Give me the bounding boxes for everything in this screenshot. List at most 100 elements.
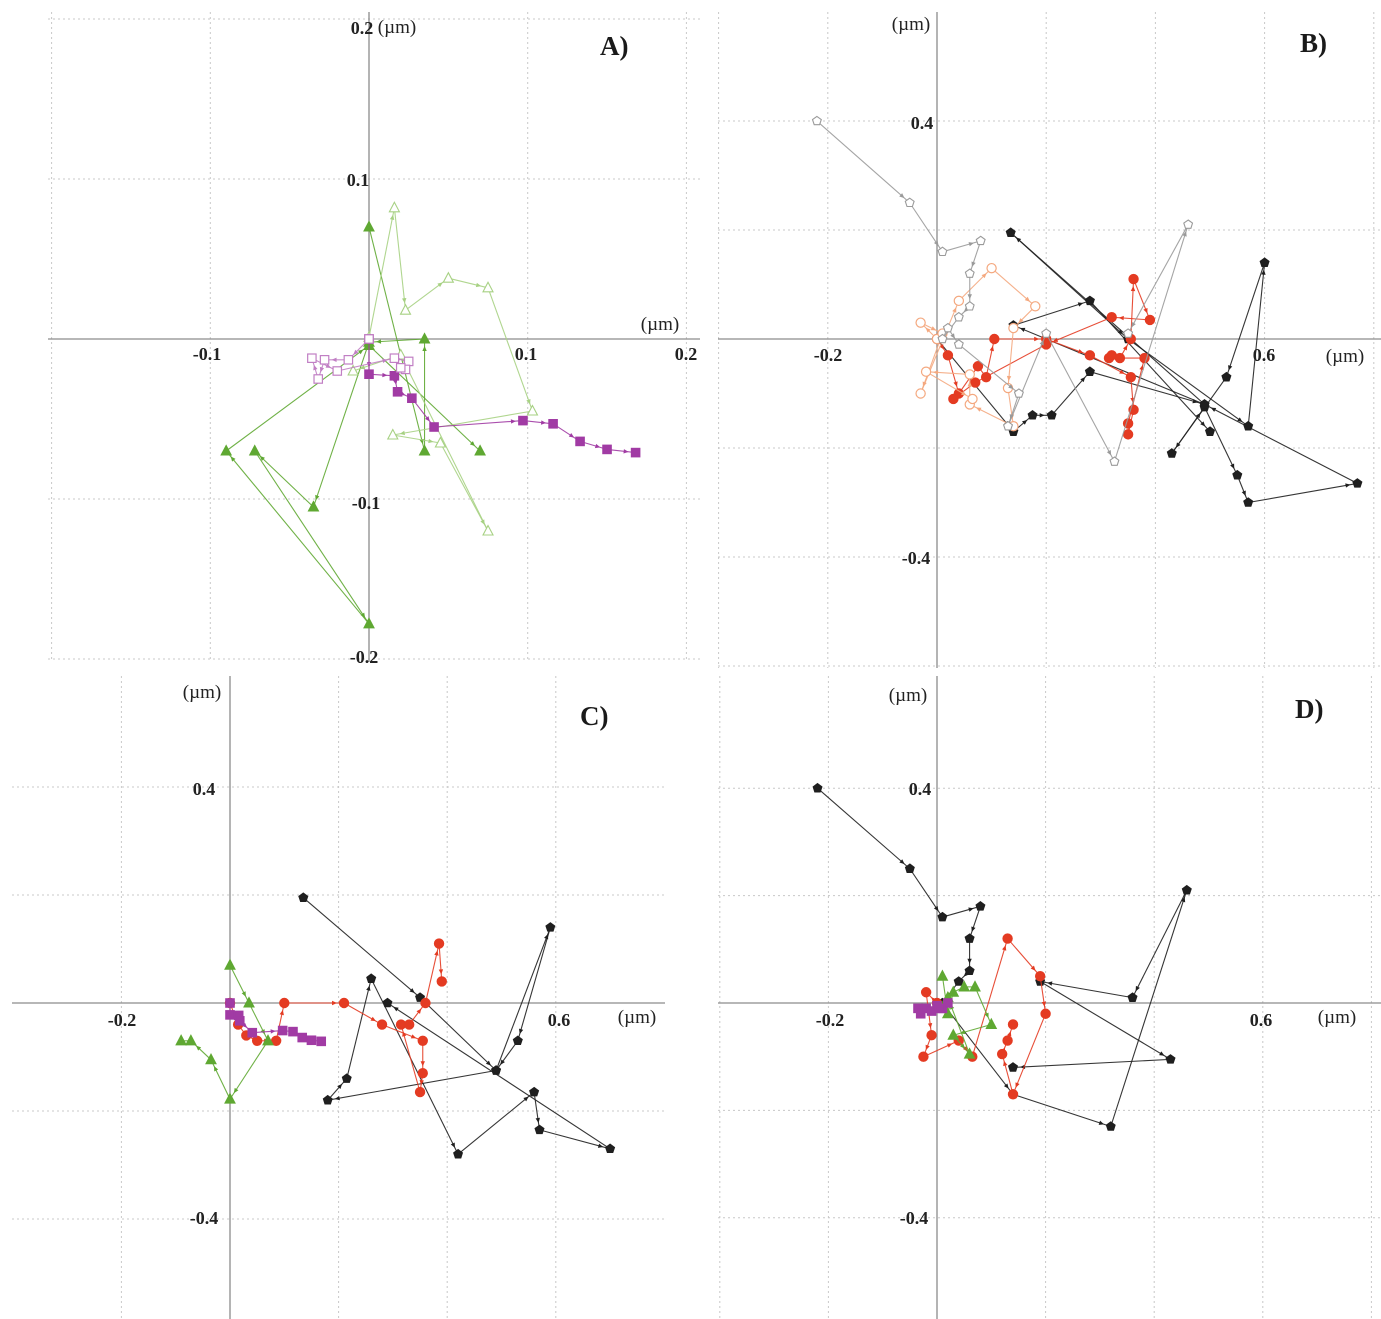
arrowhead [933,240,939,246]
arrowhead [1261,269,1266,275]
data-point [399,303,412,315]
data-point [1232,469,1243,480]
series-segment [1013,300,1091,326]
arrowhead [366,985,371,991]
data-point [942,322,953,333]
grid [48,12,700,662]
data-point [947,1028,960,1040]
series-segment [533,1092,541,1130]
data-point [1114,352,1126,364]
data-point [1105,1121,1116,1131]
data-point [512,1035,523,1046]
arrowhead [899,859,905,865]
x-tick-label: 0.2 [675,344,698,364]
data-point [967,393,978,405]
arrowhead [1041,1001,1047,1007]
data-point [363,220,375,232]
data-point [392,387,403,397]
arrowhead [510,419,516,424]
series-segment [1247,262,1266,427]
data-point [1128,273,1139,285]
arrowhead [1210,407,1217,412]
x-tick-label: 0.1 [515,344,538,364]
arrowhead [1018,318,1024,324]
arrowhead [597,1143,604,1148]
arrowhead [976,407,982,412]
data-point [980,371,992,383]
data-point [307,353,317,363]
series-segment [942,240,981,253]
series-segment [958,267,992,302]
series-segment [343,1002,383,1026]
series-segment [225,450,370,625]
arrowhead [927,1023,933,1029]
arrowhead [1039,340,1044,346]
data-point [1040,1008,1051,1019]
series-segment [368,345,481,452]
series-segment [941,1002,1014,1095]
series-segment [368,226,426,452]
arrowhead [375,339,382,344]
data-point [904,197,915,208]
arrowhead [332,1000,338,1006]
x-axis-unit: (µm) [1326,346,1364,367]
data-point [1183,219,1194,229]
arrowhead [1241,490,1246,497]
data-point [382,997,393,1008]
arrowhead [1135,985,1140,992]
data-point [306,1035,317,1046]
data-point [224,958,236,970]
series-segment [229,964,250,1004]
arrowhead [967,294,972,300]
panel-c: -0.2 0.6 0.4 -0.4 (µm) (µm) C) [12,676,665,1319]
arrowhead [241,991,246,997]
data-point [1041,328,1052,338]
data-point [915,1008,926,1019]
data-point [1109,456,1120,466]
data-point [288,1026,298,1037]
data-point [363,617,375,629]
arrowhead [1122,345,1128,351]
arrowhead [946,1043,953,1048]
data-point [313,374,324,384]
data-point [243,996,255,1008]
data-point [417,1067,428,1079]
data-point [436,976,447,987]
data-point [298,892,309,902]
data-point [225,998,235,1008]
arrowhead [963,307,969,313]
arrowhead [1345,483,1351,488]
data-point [1221,371,1232,382]
data-point [1243,420,1254,431]
arrowhead [1006,375,1012,382]
data-point [1204,426,1216,436]
arrowhead [325,363,332,368]
series-segment [953,1023,992,1036]
data-point [220,444,233,456]
data-point [958,980,971,992]
arrowhead [1098,1120,1105,1125]
arrowhead [925,327,931,333]
series-2 [224,938,447,1098]
data-point [482,524,494,536]
arrowhead [1131,321,1136,328]
data-point [602,444,612,455]
arrowhead [535,1117,540,1123]
series-segment [1089,300,1211,433]
data-point [937,911,948,922]
arrowhead [967,381,972,387]
panel-label: C) [580,701,609,731]
arrowhead [1034,336,1040,342]
series-segment [1001,1053,1014,1095]
data-point [407,393,417,403]
arrowhead [419,1079,424,1086]
series-2 [931,273,1156,440]
series-segment [539,1129,611,1150]
series-segment [252,1029,283,1034]
series-segment [312,342,370,508]
data-point [1139,352,1150,364]
arrowhead [952,307,957,313]
series-segment [817,787,911,870]
data-point [575,436,585,447]
arrowhead [382,372,388,378]
